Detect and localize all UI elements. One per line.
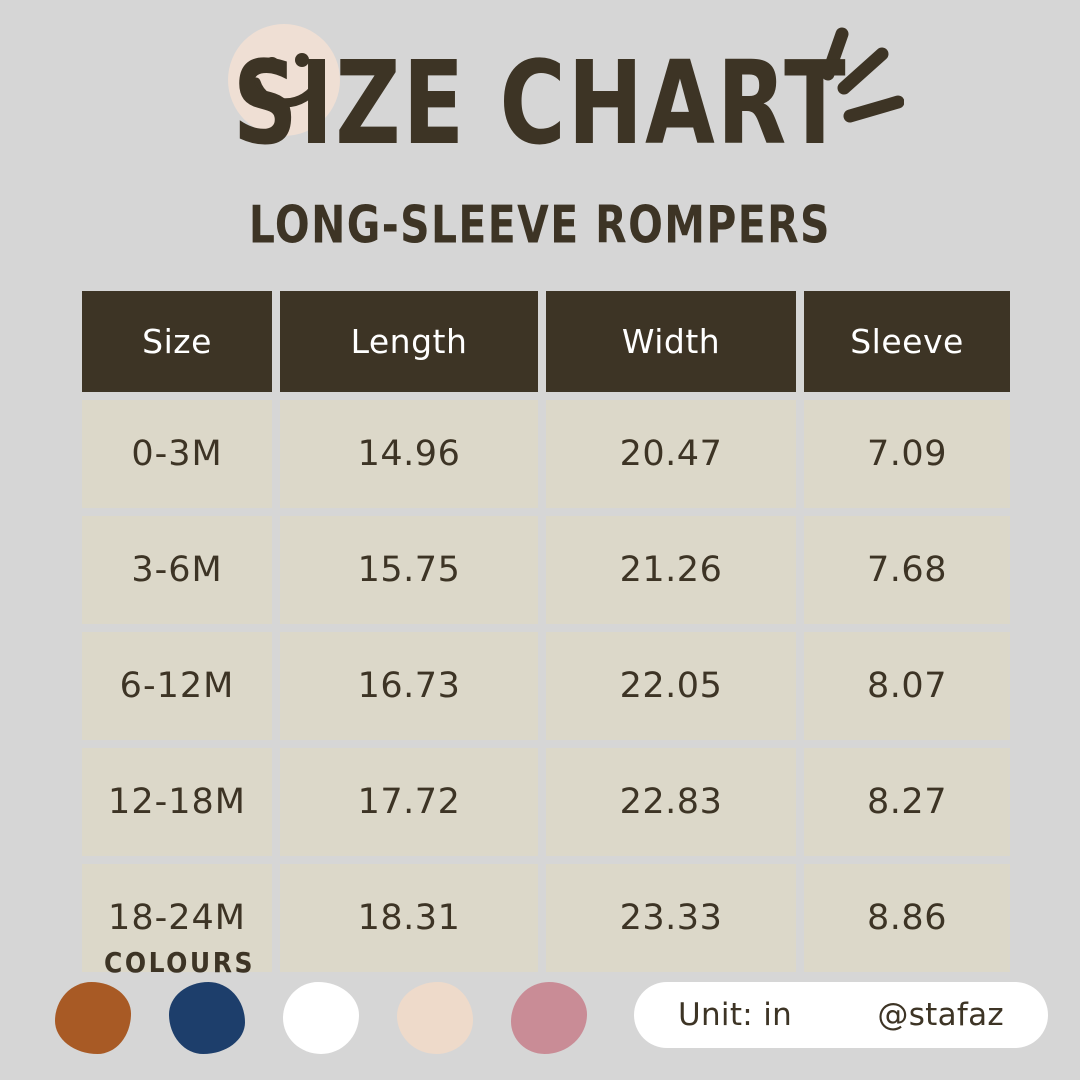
- cell-width: 20.47: [546, 400, 796, 508]
- size-table: Size Length Width Sleeve 0-3M 14.96 20.4…: [82, 291, 1010, 980]
- cell-length: 15.75: [280, 516, 538, 624]
- cell-sleeve: 7.09: [804, 400, 1010, 508]
- cell-length: 18.31: [280, 864, 538, 972]
- page-subtitle: LONG-SLEEVE ROMPERS: [248, 195, 831, 256]
- cell-size: 12-18M: [82, 748, 272, 856]
- cell-size: 6-12M: [82, 632, 272, 740]
- column-header-width: Width: [546, 291, 796, 392]
- swatch-navy[interactable]: [169, 982, 245, 1054]
- subtitle-row: LONG-SLEEVE ROMPERS: [0, 199, 1080, 251]
- swatch-white[interactable]: [283, 982, 359, 1054]
- column-header-size: Size: [82, 291, 272, 392]
- table-row: 6-12M 16.73 22.05 8.07: [82, 632, 1010, 740]
- table-row: 12-18M 17.72 22.83 8.27: [82, 748, 1010, 856]
- cell-sleeve: 7.68: [804, 516, 1010, 624]
- table-row: 0-3M 14.96 20.47 7.09: [82, 400, 1010, 508]
- column-header-sleeve: Sleeve: [804, 291, 1010, 392]
- unit-label: Unit: in: [678, 997, 793, 1033]
- cell-sleeve: 8.27: [804, 748, 1010, 856]
- unit-handle-pill: Unit: in @stafaz: [634, 982, 1048, 1048]
- smiley-face-icon: [251, 53, 325, 108]
- cell-size: 18-24M: [82, 864, 272, 972]
- cell-size: 0-3M: [82, 400, 272, 508]
- cell-sleeve: 8.07: [804, 632, 1010, 740]
- swatch-blush-nude[interactable]: [397, 982, 473, 1054]
- cell-width: 21.26: [546, 516, 796, 624]
- colour-swatch-row: [55, 982, 587, 1054]
- table-row: 18-24M 18.31 23.33 8.86: [82, 864, 1010, 972]
- column-header-length: Length: [280, 291, 538, 392]
- table-header-row: Size Length Width Sleeve: [82, 291, 1010, 392]
- header: SIZE CHART LONG-SLEEVE ROMPERS: [0, 0, 1080, 285]
- page-title: SIZE CHART: [232, 38, 848, 172]
- colours-label: COLOURS: [104, 946, 255, 979]
- swatch-rust[interactable]: [55, 982, 131, 1054]
- cell-width: 22.83: [546, 748, 796, 856]
- cell-size: 3-6M: [82, 516, 272, 624]
- shop-handle: @stafaz: [877, 997, 1004, 1033]
- cell-length: 14.96: [280, 400, 538, 508]
- cell-length: 17.72: [280, 748, 538, 856]
- cell-sleeve: 8.86: [804, 864, 1010, 972]
- title-row: SIZE CHART: [0, 47, 1080, 162]
- table-row: 3-6M 15.75 21.26 7.68: [82, 516, 1010, 624]
- cell-width: 23.33: [546, 864, 796, 972]
- sparkle-lines-icon: [821, 27, 904, 123]
- swatch-dusty-rose[interactable]: [511, 982, 587, 1054]
- cell-length: 16.73: [280, 632, 538, 740]
- cell-width: 22.05: [546, 632, 796, 740]
